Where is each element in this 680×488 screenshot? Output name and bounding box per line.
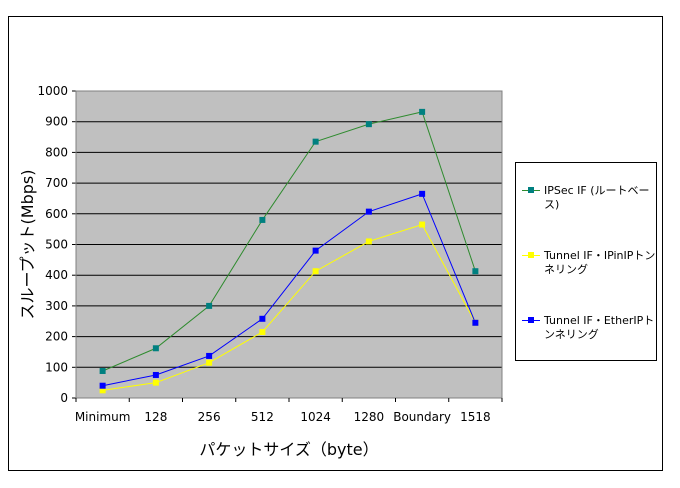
data-point xyxy=(152,379,159,386)
y-tick-label: 800 xyxy=(45,145,68,159)
series-line-1 xyxy=(102,223,476,391)
legend-marker-etherip xyxy=(528,317,534,323)
data-point xyxy=(259,315,266,322)
data-point xyxy=(365,208,372,215)
y-tick-label: 900 xyxy=(45,115,68,129)
x-tick-label: 128 xyxy=(144,410,167,424)
data-point xyxy=(99,367,106,374)
legend: IPSec IF (ルートベース) Tunnel IF・IPinIPトンネリング… xyxy=(515,162,657,361)
data-point xyxy=(99,382,106,389)
data-point xyxy=(419,108,426,115)
y-tick-labels: 0 100 200 300 400 500 600 700 800 900 1000 xyxy=(37,84,68,405)
series-line-0 xyxy=(102,111,476,372)
data-point xyxy=(472,319,479,326)
y-tick-label: 100 xyxy=(45,360,68,374)
data-point xyxy=(365,238,372,245)
data-point xyxy=(365,121,372,128)
x-axis-label: パケットサイズ（byte） xyxy=(199,440,378,459)
data-point xyxy=(206,302,213,309)
y-axis-label: スループット(Mbps) xyxy=(18,170,37,320)
x-tick-label: Boundary xyxy=(393,410,451,424)
x-tick-label: 256 xyxy=(198,410,221,424)
data-point xyxy=(206,359,213,366)
legend-label-ipinip: Tunnel IF・IPinIPトンネリング xyxy=(544,249,656,276)
series-line-2 xyxy=(102,193,476,387)
data-point xyxy=(312,138,319,145)
data-point xyxy=(312,247,319,254)
data-point xyxy=(259,328,266,335)
legend-label-etherip: Tunnel IF・EtherIPトンネリング xyxy=(544,314,655,341)
x-tick-label: 1280 xyxy=(354,410,385,424)
data-point xyxy=(259,216,266,223)
x-tick-label: 1518 xyxy=(460,410,491,424)
legend-marker-ipsec xyxy=(528,187,534,193)
legend-label-ipsec: IPSec IF (ルートベース) xyxy=(544,184,650,211)
x-tick-label: 1024 xyxy=(300,410,331,424)
data-point xyxy=(419,190,426,197)
y-tick-label: 200 xyxy=(45,330,68,344)
y-tick-label: 0 xyxy=(60,391,68,405)
y-tick-label: 700 xyxy=(45,176,68,190)
x-tick-label: Minimum xyxy=(75,410,131,424)
legend-marker-ipinip xyxy=(528,252,534,258)
series-lines xyxy=(99,108,479,394)
y-tick-label: 300 xyxy=(45,299,68,313)
y-tick-label: 500 xyxy=(45,238,68,252)
data-point xyxy=(152,345,159,352)
x-tick-label: 512 xyxy=(251,410,274,424)
axes xyxy=(75,90,503,402)
data-point xyxy=(312,268,319,275)
data-point xyxy=(206,352,213,359)
data-point xyxy=(99,387,106,394)
y-tick-label: 400 xyxy=(45,268,68,282)
data-point xyxy=(152,371,159,378)
y-tick-label: 1000 xyxy=(37,84,68,98)
y-tick-label: 600 xyxy=(45,207,68,221)
x-tick-labels: Minimum 128 256 512 1024 1280 Boundary 1518 xyxy=(75,410,491,424)
data-point xyxy=(472,268,479,275)
data-point xyxy=(419,221,426,228)
